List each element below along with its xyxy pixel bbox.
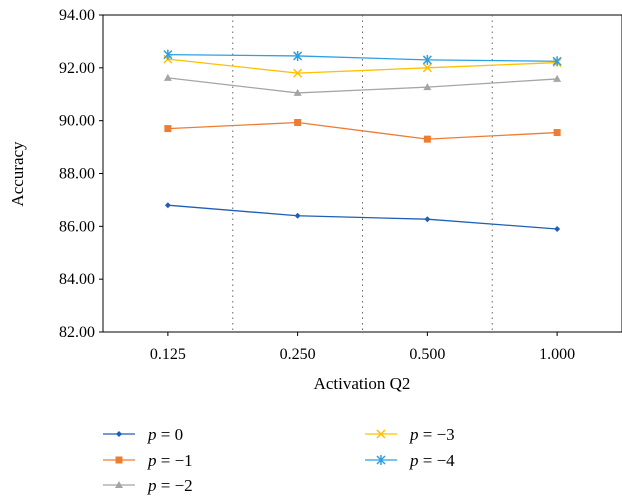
y-tick-label: 84.00 bbox=[59, 271, 95, 288]
legend-marker bbox=[376, 455, 386, 465]
data-point-marker bbox=[553, 74, 562, 82]
plot-area: 82.00 84.00 86.00 88.00 90.00 92.00 94.00 0.12… bbox=[59, 7, 622, 363]
legend-marker bbox=[115, 456, 123, 464]
data-point-marker bbox=[423, 135, 431, 143]
data-point-marker bbox=[163, 73, 172, 81]
x-tick-label: 0.125 bbox=[150, 346, 186, 363]
legend-label: p = 0 bbox=[147, 425, 183, 444]
data-point-marker bbox=[164, 125, 172, 133]
data-point-marker bbox=[293, 50, 303, 61]
legend-marker bbox=[116, 431, 122, 437]
legend-entry: p = −4 bbox=[365, 451, 455, 470]
data-point-marker bbox=[293, 68, 303, 78]
legend-marker bbox=[376, 429, 386, 439]
data-point-marker bbox=[422, 54, 432, 65]
y-tick-label: 86.00 bbox=[59, 218, 95, 235]
series-line bbox=[167, 204, 558, 230]
legend-entry: p = −1 bbox=[103, 451, 193, 470]
series-line bbox=[167, 121, 558, 140]
legend-label: p = −2 bbox=[147, 476, 193, 495]
y-axis-ticks: 82.00 84.00 86.00 88.00 90.00 92.00 94.00 bbox=[59, 7, 103, 341]
x-tick-label: 0.250 bbox=[280, 346, 316, 363]
x-tick-label: 0.500 bbox=[409, 346, 445, 363]
y-tick-label: 90.00 bbox=[59, 113, 95, 130]
series-line bbox=[167, 77, 558, 94]
data-point-marker bbox=[552, 56, 562, 67]
data-point-marker bbox=[294, 212, 301, 219]
x-axis-title: Activation Q2 bbox=[314, 374, 411, 393]
data-point-marker bbox=[163, 49, 173, 60]
y-tick-label: 94.00 bbox=[59, 7, 95, 24]
legend: p = 0 p = −1 p = −2 p = −3 p = −4 bbox=[103, 425, 455, 495]
y-tick-label: 82.00 bbox=[59, 324, 95, 341]
y-axis-title: Accuracy bbox=[8, 141, 27, 207]
data-point-marker bbox=[294, 119, 302, 127]
y-tick-label: 92.00 bbox=[59, 60, 95, 77]
data-point-marker bbox=[422, 63, 432, 73]
legend-label: p = −4 bbox=[409, 451, 455, 470]
legend-label: p = −3 bbox=[409, 425, 455, 444]
data-point-marker bbox=[553, 129, 561, 137]
legend-marker bbox=[115, 481, 123, 488]
y-tick-label: 88.00 bbox=[59, 166, 95, 183]
series-line bbox=[167, 58, 558, 74]
legend-entry: p = −2 bbox=[103, 476, 193, 495]
series-1 bbox=[164, 119, 561, 143]
legend-entry: p = 0 bbox=[103, 425, 183, 444]
series-line bbox=[167, 53, 558, 62]
series-4 bbox=[163, 49, 562, 67]
data-point-marker bbox=[293, 88, 302, 96]
series-0 bbox=[164, 202, 561, 232]
legend-entry: p = −3 bbox=[365, 425, 455, 444]
series-layer bbox=[163, 49, 562, 232]
x-axis-ticks: 0.125 0.250 0.500 1.000 bbox=[150, 332, 575, 363]
data-point-marker bbox=[423, 83, 432, 91]
series-2 bbox=[163, 73, 562, 96]
data-point-marker bbox=[164, 202, 171, 209]
data-point-marker bbox=[554, 225, 561, 232]
category-separators bbox=[232, 15, 493, 332]
legend-label: p = −1 bbox=[147, 451, 193, 470]
data-point-marker bbox=[424, 216, 431, 223]
x-tick-label: 1.000 bbox=[539, 346, 575, 363]
